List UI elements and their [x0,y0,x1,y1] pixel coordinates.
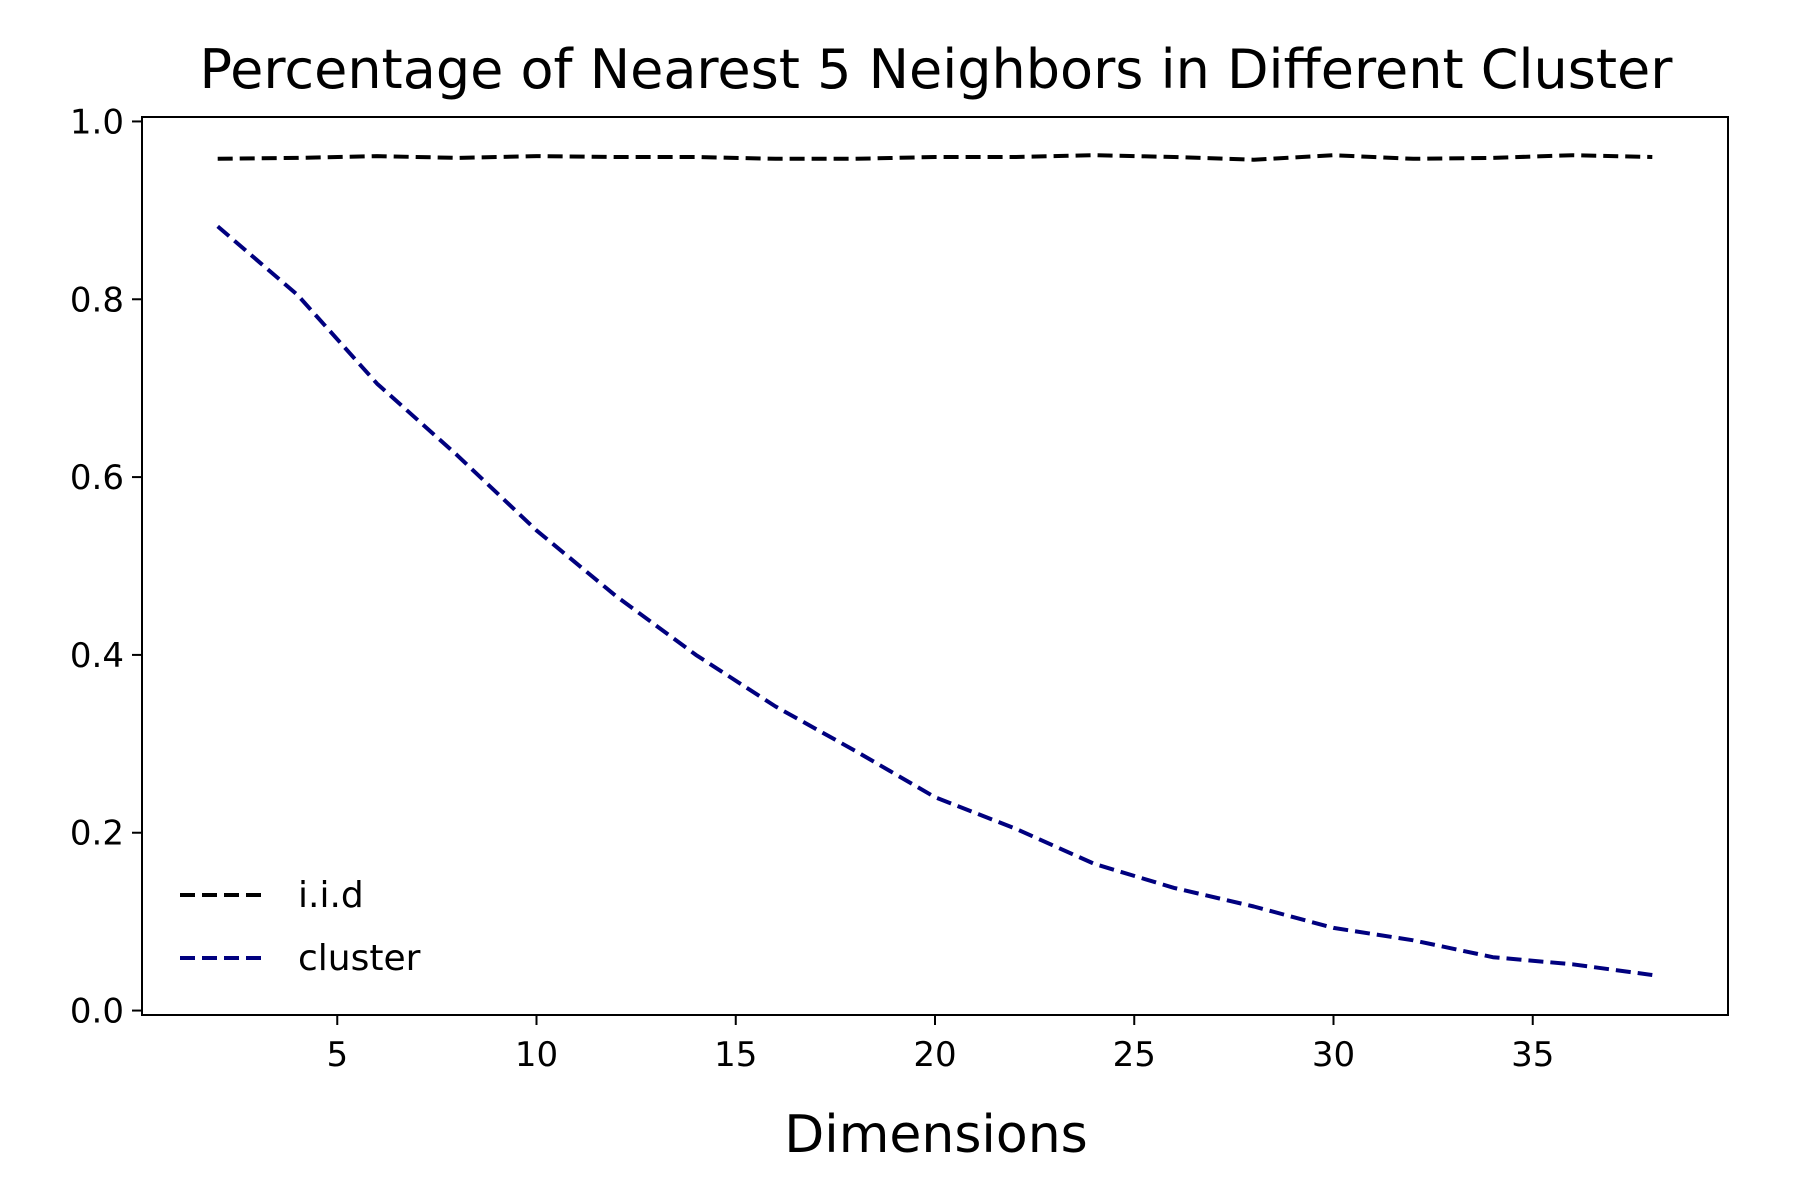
x-axis: 5 10 15 20 25 30 35 [326,1015,1554,1075]
y-tick-label-3: 0.6 [70,458,124,498]
chart-title: Percentage of Nearest 5 Neighbors in Dif… [200,38,1674,101]
y-tick-label-5: 1.0 [70,102,124,142]
y-tick-label-0: 0.0 [70,992,124,1032]
x-tick-label-15: 15 [714,1035,757,1075]
x-tick-label-10: 10 [515,1035,558,1075]
y-tick-label-4: 0.8 [70,280,124,320]
legend-label-cluster: cluster [298,938,421,979]
y-axis: 0.0 0.2 0.4 0.6 0.8 1.0 [70,102,142,1032]
series-line-i-i-d [217,153,1653,162]
y-tick-label-1: 0.2 [70,814,124,854]
series-line-cluster [216,224,1653,977]
y-tick-label-2: 0.4 [70,636,124,676]
x-tick-label-5: 5 [326,1035,348,1075]
x-tick-label-20: 20 [913,1035,956,1075]
plot-area [216,153,1653,977]
x-tick-label-30: 30 [1312,1035,1355,1075]
plot-frame [141,116,1729,1016]
x-axis-label: Dimensions [784,1105,1088,1165]
legend-label-iid: i.i.d [298,875,364,916]
x-tick-label-25: 25 [1113,1035,1156,1075]
x-tick-label-35: 35 [1511,1035,1554,1075]
legend: i.i.d cluster [180,875,421,979]
